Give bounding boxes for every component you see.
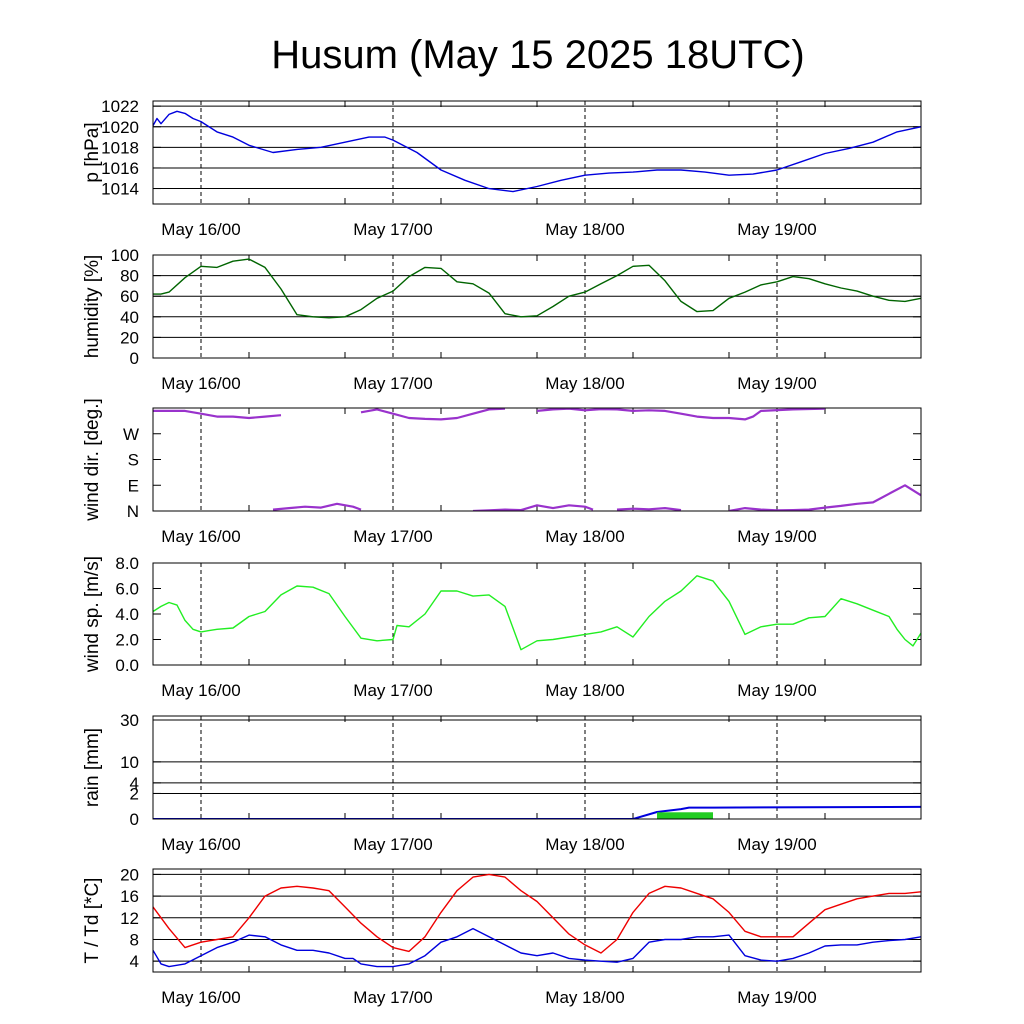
- plot-frame: [152, 715, 922, 820]
- y-axis-label: wind dir. [deg.]: [82, 398, 103, 522]
- y-tick-label: 1022: [101, 97, 139, 116]
- y-tick-label: 40: [120, 308, 139, 327]
- series-group: [153, 258, 921, 319]
- y-tick-label: 4: [130, 952, 139, 971]
- humidity-line: [153, 258, 921, 319]
- x-tick-label: May 18/00: [545, 835, 624, 854]
- pressure-line: [153, 110, 921, 193]
- series-group: [153, 805, 921, 819]
- x-tick-label: May 18/00: [545, 220, 624, 239]
- y-tick-label: 8: [130, 930, 139, 949]
- y-tick-label: 4: [130, 774, 139, 793]
- y-axis-label: wind sp. [m/s]: [82, 556, 103, 673]
- y-tick-label: 0: [130, 349, 139, 368]
- wind_speed-line: [153, 575, 921, 651]
- x-tick-label: May 17/00: [353, 835, 432, 854]
- series-group: [153, 408, 921, 511]
- plot-frame: [152, 254, 922, 359]
- rain_total-line: [153, 805, 921, 819]
- x-tick-label: May 17/00: [353, 681, 432, 700]
- y-tick-label: 8.0: [115, 554, 139, 573]
- x-tick-label: May 16/00: [161, 527, 240, 546]
- y-tick-label: 0.0: [115, 656, 139, 675]
- x-tick-label: May 16/00: [161, 681, 240, 700]
- y-tick-label: 2: [130, 784, 139, 803]
- y-tick-label: 10: [120, 753, 139, 772]
- x-tick-label: May 17/00: [353, 374, 432, 393]
- y-tick-label: 100: [111, 246, 139, 265]
- x-tick-label: May 19/00: [737, 220, 816, 239]
- panel-6: 4 8 12 16 20 T / Td [*C] May 16/00 May 17/00 May…: [82, 865, 922, 1007]
- y-tick-label: 1018: [101, 138, 139, 157]
- wind_dir-segment: [472, 504, 594, 511]
- y-tick-label: 1014: [101, 180, 139, 199]
- x-tick-label: May 18/00: [545, 681, 624, 700]
- y-axis-label: rain [mm]: [82, 728, 103, 807]
- y-tick-label: N: [127, 502, 139, 521]
- x-tick-label: May 18/00: [545, 527, 624, 546]
- y-tick-label: 6.0: [115, 580, 139, 599]
- temperature-line: [153, 873, 921, 954]
- y-tick-label: 1016: [101, 159, 139, 178]
- chart-title: Husum (May 15 2025 18UTC): [271, 33, 805, 77]
- plot-frame: [152, 562, 922, 666]
- x-tick-label: May 19/00: [737, 374, 816, 393]
- plot-frame: [152, 100, 922, 205]
- x-tick-label: May 19/00: [737, 835, 816, 854]
- wind_dir-segment: [728, 484, 921, 511]
- x-tick-label: May 17/00: [353, 988, 432, 1007]
- x-tick-label: May 16/00: [161, 374, 240, 393]
- y-tick-label: 12: [120, 909, 139, 928]
- x-tick-label: May 17/00: [353, 527, 432, 546]
- x-tick-label: May 16/00: [161, 835, 240, 854]
- y-tick-label: 80: [120, 267, 139, 286]
- wind_dir-segment: [272, 502, 362, 511]
- y-tick-label: 60: [120, 287, 139, 306]
- series-group: [153, 575, 921, 651]
- x-tick-label: May 18/00: [545, 988, 624, 1007]
- panel-5: 0 24 10 30 rain [mm] May 16/00 May 17/00 May 18…: [82, 711, 922, 854]
- plot-frame: [152, 407, 922, 512]
- series-group: [153, 110, 921, 193]
- plot-frame: [152, 868, 922, 973]
- x-tick-label: May 19/00: [737, 681, 816, 700]
- y-axis-label: T / Td [*C]: [82, 878, 103, 964]
- wind_dir-segment: [536, 408, 826, 421]
- x-tick-label: May 17/00: [353, 220, 432, 239]
- rain-bar: [657, 812, 713, 819]
- x-tick-label: May 19/00: [737, 527, 816, 546]
- y-axis-label: p [hPa]: [82, 122, 103, 182]
- y-tick-label: S: [128, 451, 139, 470]
- wind_dir-segment: [360, 408, 506, 421]
- panel-4: 0.0 2.0 4.0 6.0 8.0 wind sp. [m/s] May 16/00 Ma…: [82, 554, 922, 700]
- x-tick-label: May 19/00: [737, 988, 816, 1007]
- y-tick-label: 16: [120, 887, 139, 906]
- dewpoint-line: [153, 927, 921, 968]
- y-tick-label: 4.0: [115, 605, 139, 624]
- y-axis-label: humidity [%]: [82, 255, 103, 358]
- y-tick-label: 2.0: [115, 631, 139, 650]
- x-tick-label: May 16/00: [161, 988, 240, 1007]
- series-group: [153, 873, 921, 968]
- y-tick-label: 20: [120, 865, 139, 884]
- y-tick-label: 0: [130, 810, 139, 829]
- y-tick-label: 1020: [101, 118, 139, 137]
- wind_dir-segment: [616, 507, 682, 511]
- wind_dir-segment: [153, 409, 282, 420]
- y-tick-label: 20: [120, 328, 139, 347]
- y-tick-label: W: [123, 425, 139, 444]
- x-tick-label: May 18/00: [545, 374, 624, 393]
- y-tick-label: E: [128, 476, 139, 495]
- x-tick-label: May 16/00: [161, 220, 240, 239]
- y-tick-label: 30: [120, 711, 139, 730]
